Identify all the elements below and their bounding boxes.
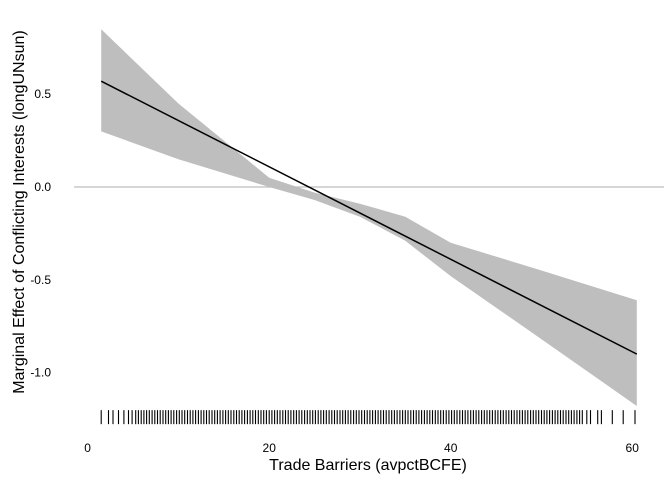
y-tick-label: 0.0 (34, 180, 51, 194)
x-tick-label: 40 (444, 441, 458, 455)
y-axis-ticks: 0.5 0.0 -0.5 -1.0 (30, 87, 51, 379)
y-tick-label: -1.0 (30, 366, 51, 380)
x-tick-label: 0 (84, 441, 91, 455)
marginal-effect-line (100, 80, 638, 355)
x-axis-title: Trade Barriers (avpctBCFE) (269, 457, 467, 474)
x-tick-label: 20 (263, 441, 277, 455)
rug-plot (100, 410, 636, 425)
y-tick-label: 0.5 (34, 87, 51, 101)
y-tick-label: -0.5 (30, 273, 51, 287)
x-axis-ticks: 0 20 40 60 (84, 441, 639, 455)
y-axis-title: Marginal Effect of Conflicting Interests… (11, 30, 28, 393)
x-tick-label: 60 (626, 441, 640, 455)
estimate-line-layer (100, 80, 638, 355)
